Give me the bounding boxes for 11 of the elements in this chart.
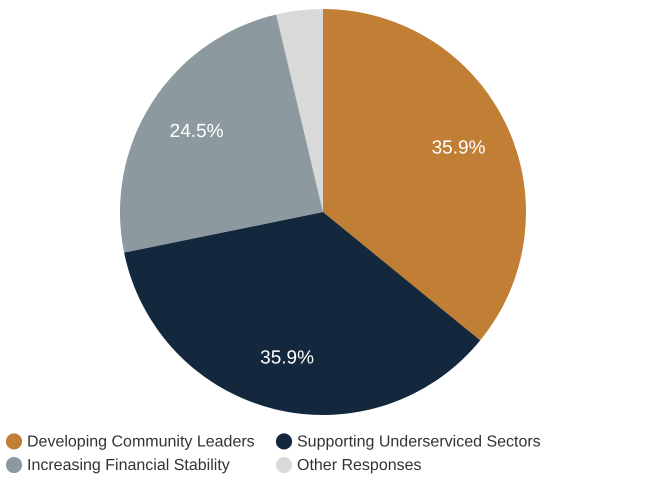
legend-label: Other Responses	[297, 457, 422, 474]
pie-slice	[124, 212, 480, 415]
data-label: 35.9%	[260, 348, 314, 369]
data-label: 35.9%	[432, 138, 486, 159]
pie-slice	[120, 14, 323, 253]
pie-slice	[276, 9, 323, 212]
legend-label: Developing Community Leaders	[27, 433, 255, 450]
pie-slice	[323, 9, 526, 340]
data-label: 24.5%	[170, 121, 224, 142]
legend-label: Increasing Financial Stability	[27, 457, 230, 474]
legend-label: Supporting Underserviced Sectors	[297, 433, 541, 450]
